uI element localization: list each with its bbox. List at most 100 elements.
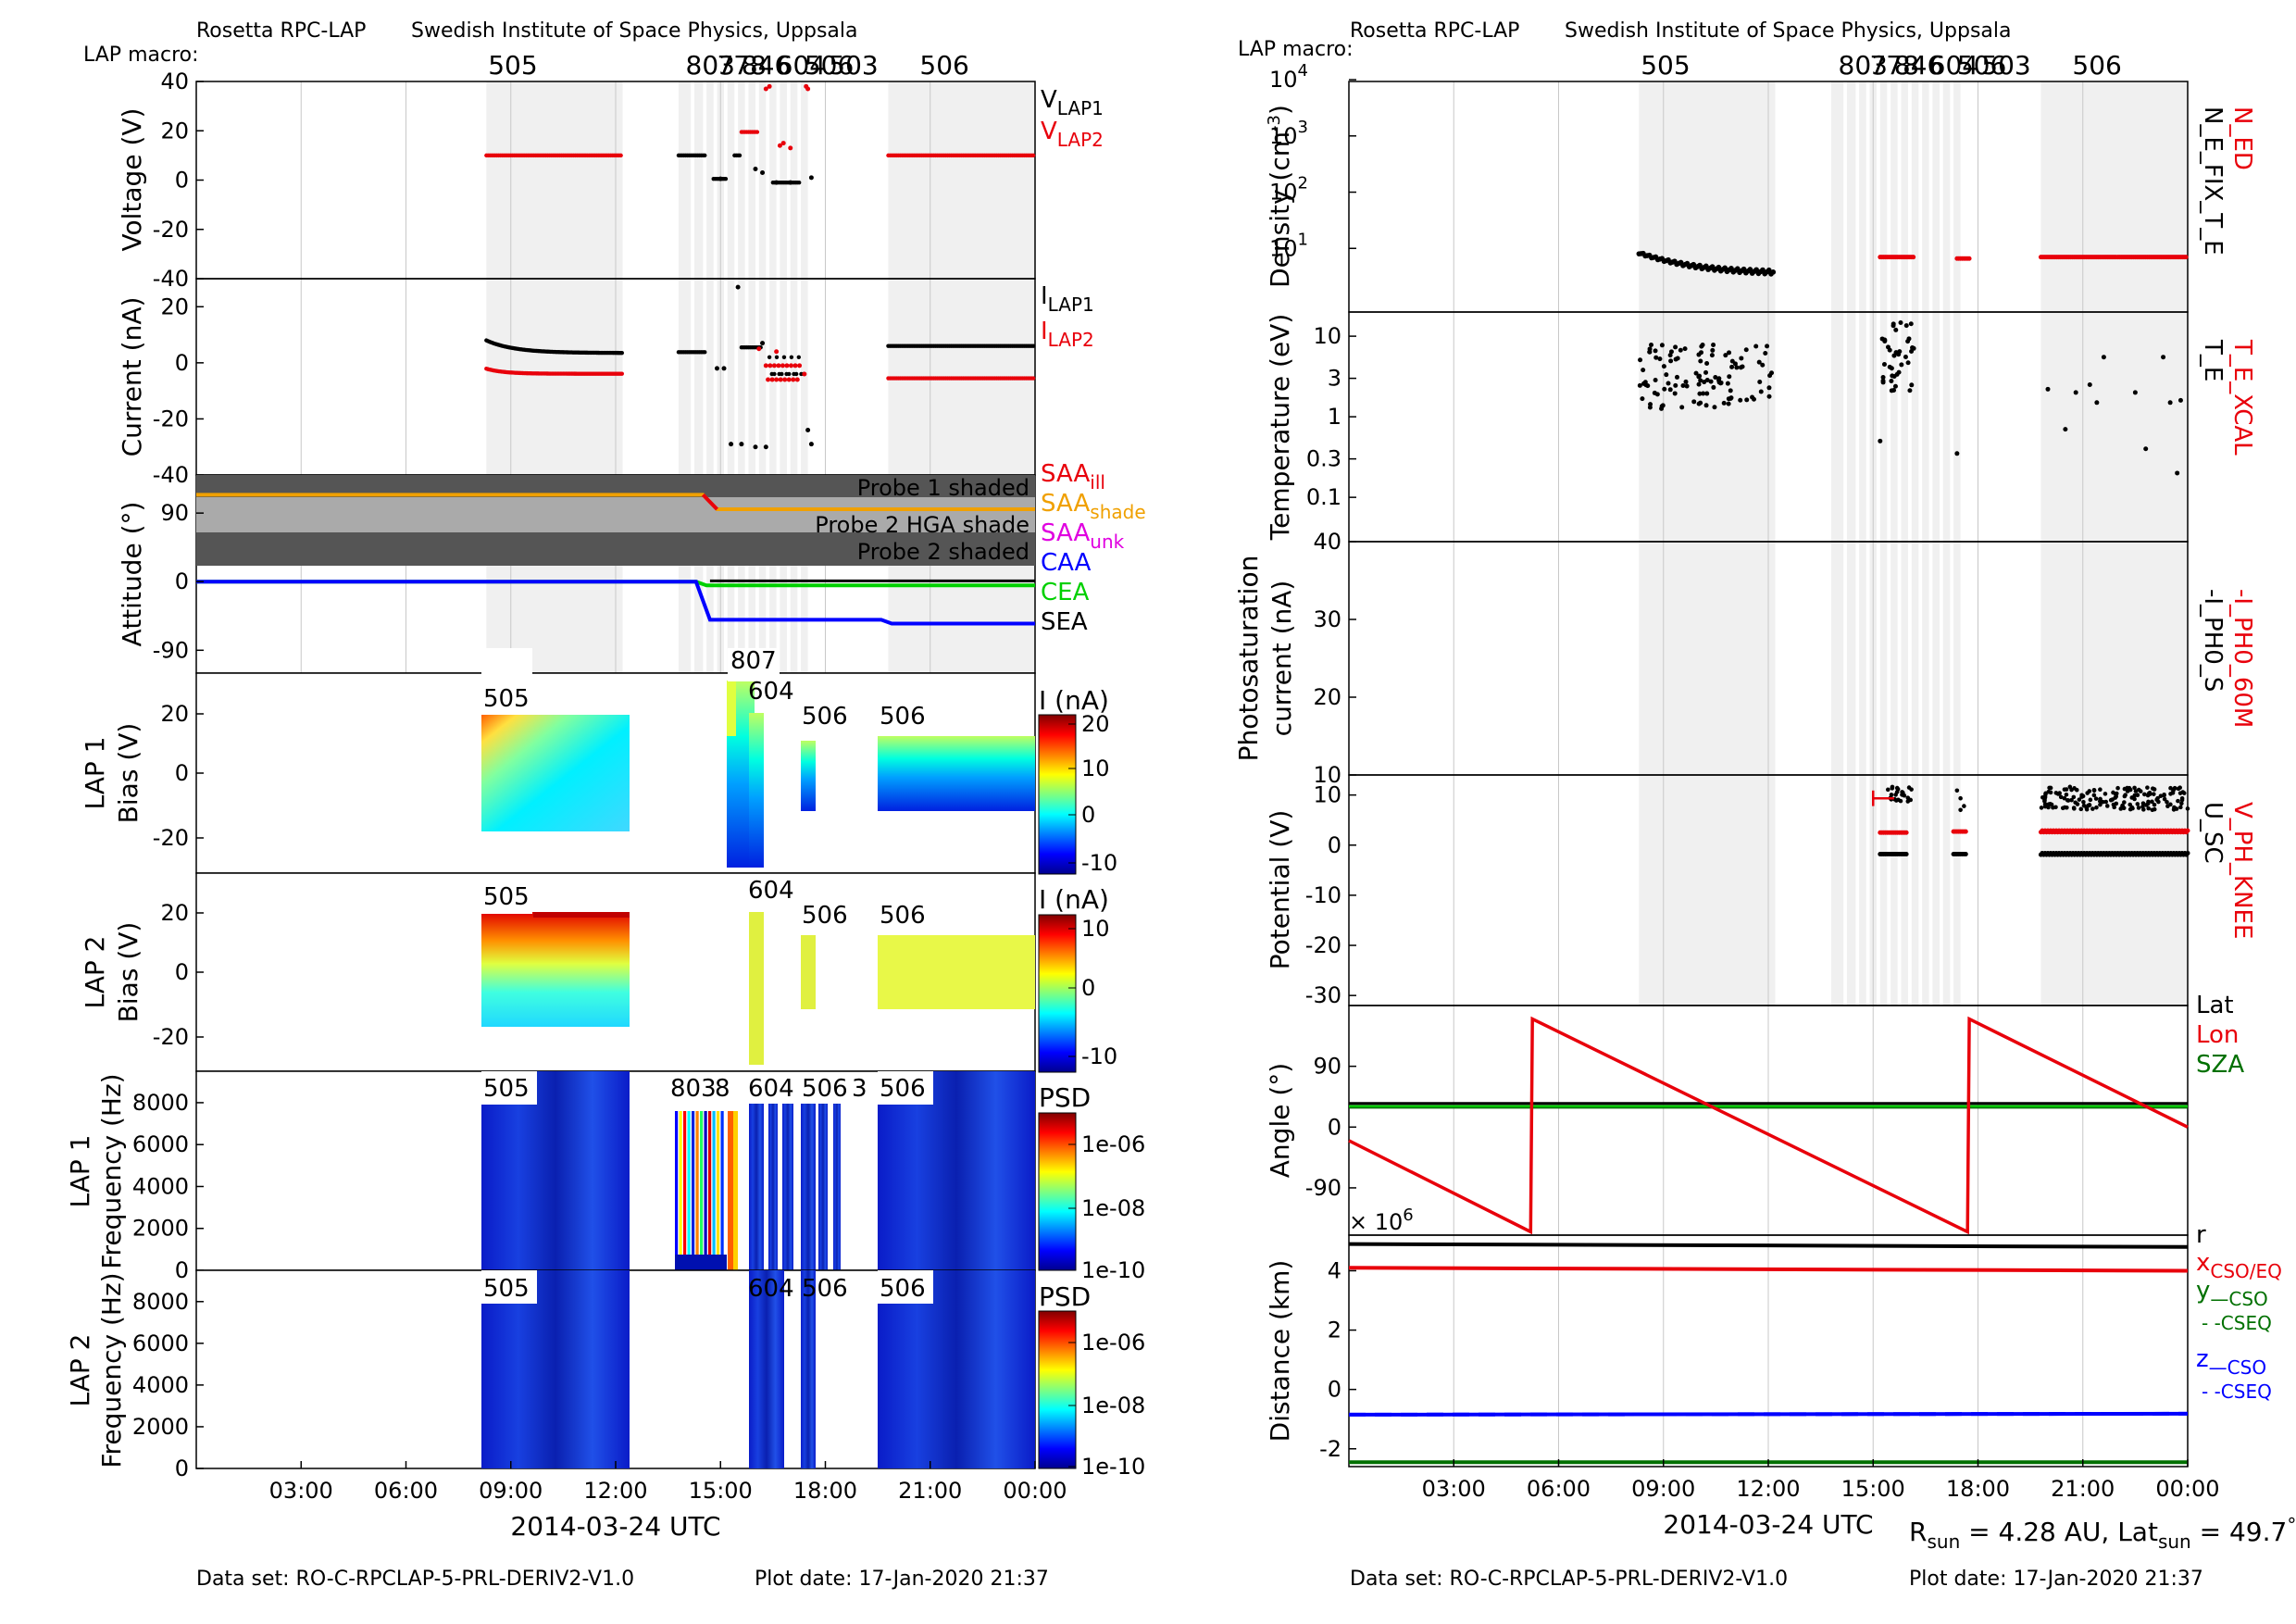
temp-pt-13 [1878, 438, 1883, 443]
photo-846-19 [1885, 787, 1890, 793]
photo-506-137 [2130, 806, 2135, 811]
temp-505-74 [1647, 349, 1653, 355]
macro-shade-2 [1846, 81, 1856, 1006]
temp-pt-7 [2143, 446, 2149, 452]
temp-846-38 [1893, 327, 1899, 332]
photosaturation-ylabel-1: Photosaturation [1233, 556, 1264, 762]
temp-505-67 [1691, 399, 1697, 405]
macro-shade-0 [486, 81, 623, 673]
cbar-label-0: 10 [1081, 916, 1110, 942]
i-lap1-604-8 [787, 371, 792, 377]
i-lap1-pt-6 [808, 442, 814, 447]
ytick-label-0: 20 [160, 294, 189, 319]
photo-506-29 [2178, 805, 2183, 810]
lap2-bias-label-505: 505 [483, 883, 530, 911]
lap2-psd-label-604: 604 [748, 1275, 794, 1303]
current-yticks: 20 0 -20 -40 [153, 294, 204, 488]
photo-506-112 [2062, 787, 2067, 792]
photo-506-128 [2128, 787, 2133, 793]
photo-506-130 [2179, 801, 2184, 806]
ytick-label-3: 0.3 [1306, 446, 1341, 472]
lap2-bias-label-604: 604 [748, 877, 794, 905]
temp-505-52 [1640, 396, 1645, 402]
photo-506-101 [2048, 790, 2053, 795]
angle-legend-sza: SZA [2196, 1051, 2244, 1079]
temp-505-95 [1756, 359, 1762, 365]
right-footer-dataset: Data set: RO-C-RPCLAP-5-PRL-DERIV2-V1.0 [1350, 1568, 1788, 1591]
lap1-bias-cbar-title: I (nA) [1039, 685, 1109, 716]
density-nefix-64 [1770, 269, 1777, 275]
temp-pt-1 [2063, 427, 2068, 432]
photosaturation-legend-60m: -I_PH0_60M [2228, 589, 2256, 728]
lap1-bias-label-807: 807 [730, 647, 777, 675]
photo-506-4 [2093, 796, 2099, 801]
v-lap1-pt-5 [718, 176, 723, 181]
temp-505-101 [1679, 405, 1685, 410]
temperature-legend-te: T_E [2199, 339, 2227, 381]
photo-506-90 [2172, 786, 2177, 791]
temp-505-100 [1664, 372, 1669, 378]
band-label-probe1: Probe 1 shaded [857, 475, 1029, 501]
distance-legend-z-cseq: - -CSEQ [2202, 1380, 2272, 1403]
i-lap2-604-13 [791, 377, 796, 382]
temp-505-6 [1726, 401, 1731, 406]
photo-846-18 [1896, 797, 1901, 803]
probe2-hga-band [196, 516, 1035, 532]
ytick-label-2: 20 [1313, 684, 1341, 710]
temp-846-29 [1889, 366, 1894, 371]
temp-505-69 [1638, 357, 1643, 363]
i-lap2-604-10 [784, 363, 790, 369]
photosaturation-yticks: 40 30 20 10 [1313, 529, 1356, 788]
probe2-shaded-band [196, 532, 1035, 566]
xtick-label-7: 00:00 [2155, 1476, 2219, 1502]
density-yticks: 104 103 102 101 [1269, 61, 1356, 261]
temp-505-53 [1732, 361, 1738, 367]
ytick-label-2: 4000 [132, 1173, 189, 1199]
psd-block-0 [749, 1104, 764, 1270]
v-lap1-pt-1 [760, 170, 766, 176]
temp-505-17 [1697, 391, 1703, 396]
temp-505-81 [1653, 348, 1658, 354]
temp-505-45 [1637, 382, 1642, 388]
photo-506-51 [2075, 802, 2080, 806]
temp-846-16 [1908, 321, 1914, 327]
temp-505-33 [1698, 378, 1703, 383]
temp-846-28 [1911, 345, 1916, 351]
i-lap1-604-12 [796, 355, 802, 359]
lap2-bias-ylabel-1: LAP 2 [80, 936, 110, 1009]
temp-505-83 [1760, 362, 1766, 368]
macro-shade-12 [801, 81, 808, 673]
photo-506-19 [2104, 804, 2110, 808]
temp-505-16 [1659, 343, 1665, 348]
photo-506-146 [2120, 803, 2125, 808]
photo-506-142 [2132, 796, 2137, 802]
macro-label-5: 506 [1957, 50, 2006, 81]
lap1-bias-label-506a: 506 [802, 703, 848, 731]
lap1-bias-panel: 505 807 604 506 506 20 0 -20 LAP 1 Bias (V… [80, 647, 1117, 876]
attitude-panel: Probe 1 shaded Probe 2 HGA shade Probe 2… [117, 460, 1146, 674]
temp-505-73 [1673, 382, 1678, 388]
photo-506-6 [2091, 793, 2097, 798]
photo-846-17 [1905, 795, 1911, 800]
ytick-label-2: 0 [1328, 1377, 1341, 1403]
temp-505-86 [1704, 360, 1710, 366]
lap2-bias-506a-block [801, 935, 816, 1009]
lap1-bias-label-506b: 506 [880, 703, 926, 731]
i-lap2-604-16 [797, 363, 803, 369]
lap1-bias-506a-block [801, 741, 816, 811]
xtick-label-6: 21:00 [898, 1478, 962, 1504]
temp-846-32 [1906, 336, 1912, 342]
angle-data [1348, 1016, 2189, 1235]
lap1-psd-label-506b: 506 [880, 1075, 926, 1103]
ytick-label-4: 0 [175, 1455, 189, 1481]
macro-shade-10 [1932, 81, 1940, 1006]
psd-stripe-803-11 [720, 1111, 724, 1270]
temp-505-103 [1641, 381, 1647, 386]
photo-506-50 [2168, 785, 2173, 791]
left-macro-label: LAP macro: [83, 44, 199, 67]
usc-a-15 [1903, 852, 1909, 857]
lap2-bias-506b-block [878, 935, 1035, 1009]
photo-506-156 [2168, 792, 2173, 796]
